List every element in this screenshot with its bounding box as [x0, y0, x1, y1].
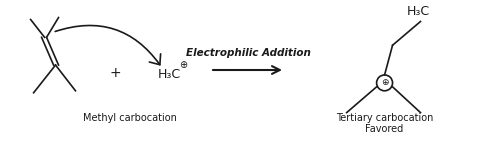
Text: H₃C: H₃C	[407, 5, 430, 18]
FancyArrowPatch shape	[55, 26, 161, 65]
Text: ⊕: ⊕	[179, 60, 187, 70]
Text: Electrophilic Addition: Electrophilic Addition	[186, 48, 311, 58]
Text: +: +	[109, 66, 121, 80]
Text: H₃C: H₃C	[158, 69, 181, 81]
Text: Favored: Favored	[365, 124, 404, 134]
Text: Tertiary carbocation: Tertiary carbocation	[336, 113, 433, 123]
Text: Methyl carbocation: Methyl carbocation	[84, 113, 177, 123]
Text: ⊕: ⊕	[381, 78, 388, 87]
